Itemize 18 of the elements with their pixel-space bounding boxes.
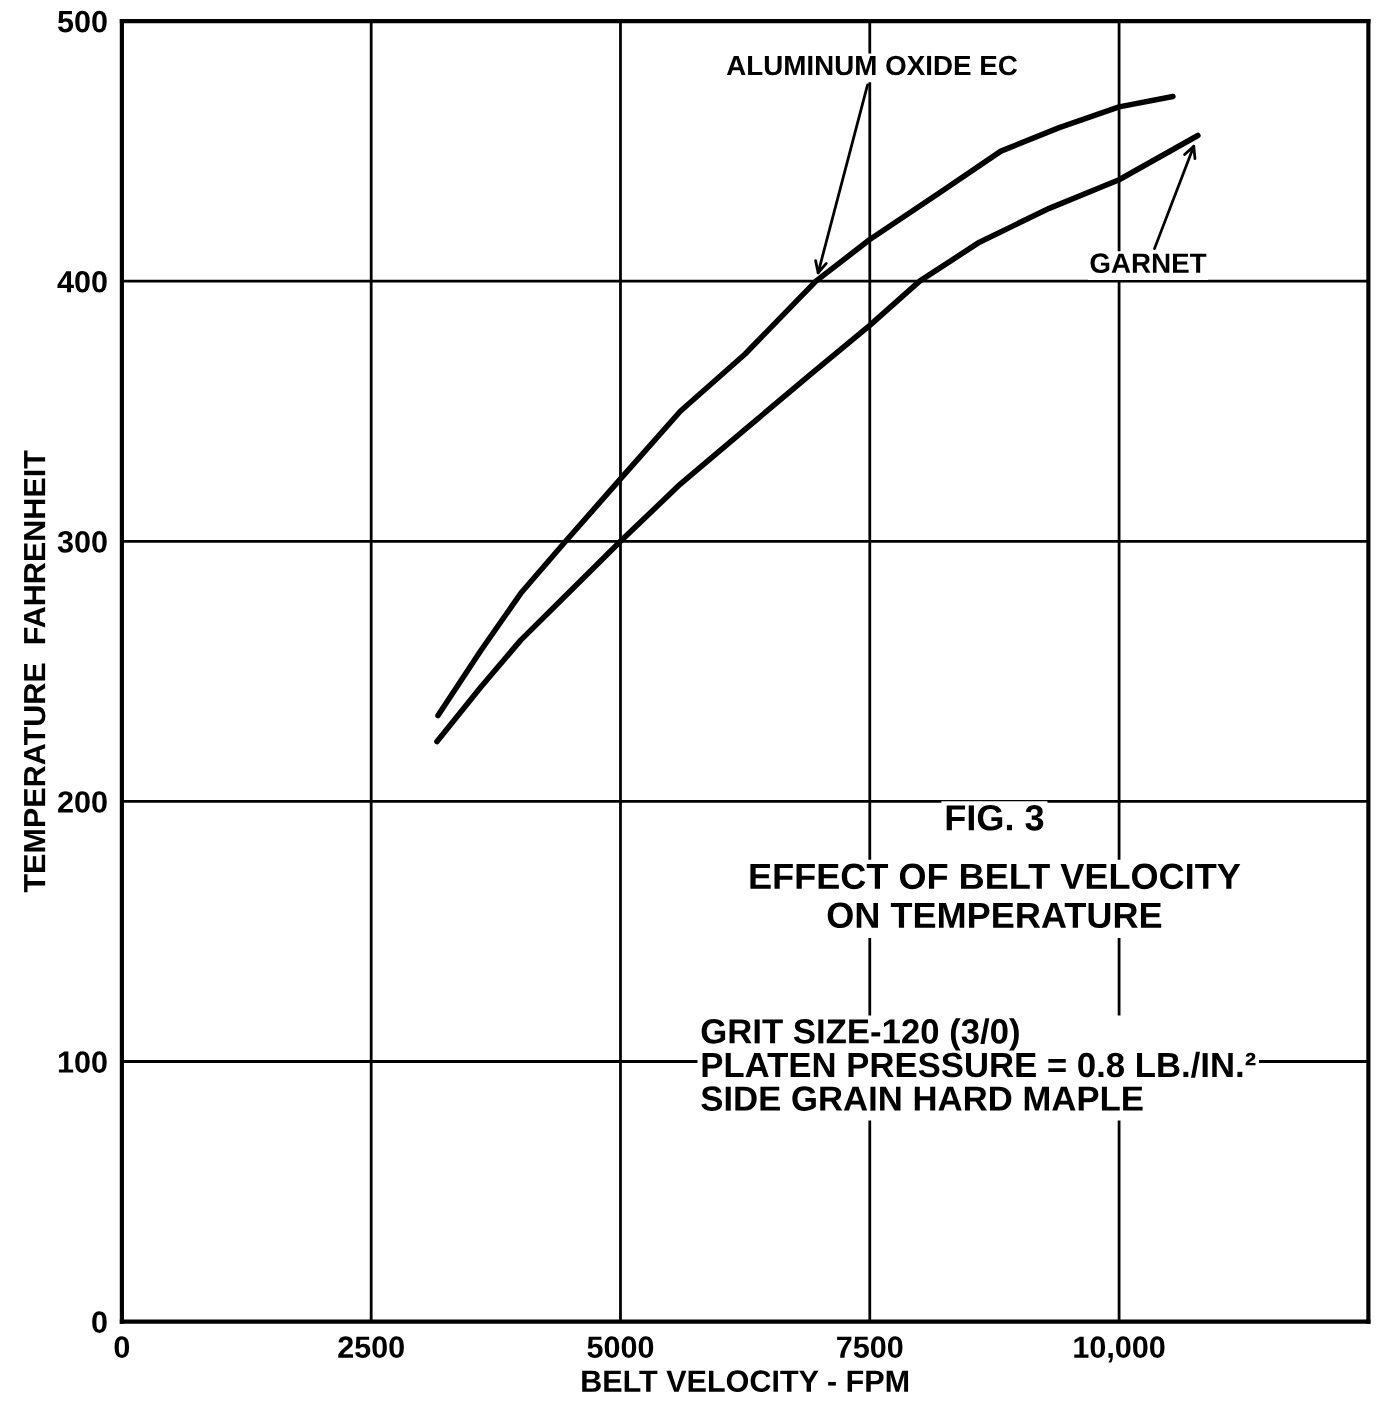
y-tick-label: 500 xyxy=(57,10,107,33)
x-tick-label: 7500 xyxy=(837,1336,903,1358)
y-tick-label: 400 xyxy=(57,270,107,293)
x-tick-label: 5000 xyxy=(587,1336,654,1358)
y-tick-label: 0 xyxy=(92,1311,107,1333)
y-tick-label: 200 xyxy=(58,791,107,813)
text: EFFECT OF BELT VELOCITY ON TEMPERATURE xyxy=(750,863,1241,929)
text: ALUMINUM OXIDE EC xyxy=(726,55,1018,76)
text: FIG. 3 xyxy=(946,805,1044,831)
y-axis-title: TEMPERATURE FAHRENHEIT xyxy=(24,450,46,893)
x-tick-label: 2500 xyxy=(338,1336,404,1358)
annotation: GRIT SIZE-120 (3/0) PLATEN PRESSURE = 0.8 LB./IN.² SIDE GRAIN HARD MAPLE xyxy=(701,1018,1256,1111)
x-axis-title: BELT VELOCITY - FPM xyxy=(582,1370,909,1392)
y-tick-label: 300 xyxy=(57,531,107,553)
y-tick-label: 100 xyxy=(58,1051,107,1073)
x-tick-label: 10,000 xyxy=(1074,1336,1165,1363)
x-tick-label: 0 xyxy=(114,1336,130,1358)
text: GARNET xyxy=(1090,253,1207,274)
